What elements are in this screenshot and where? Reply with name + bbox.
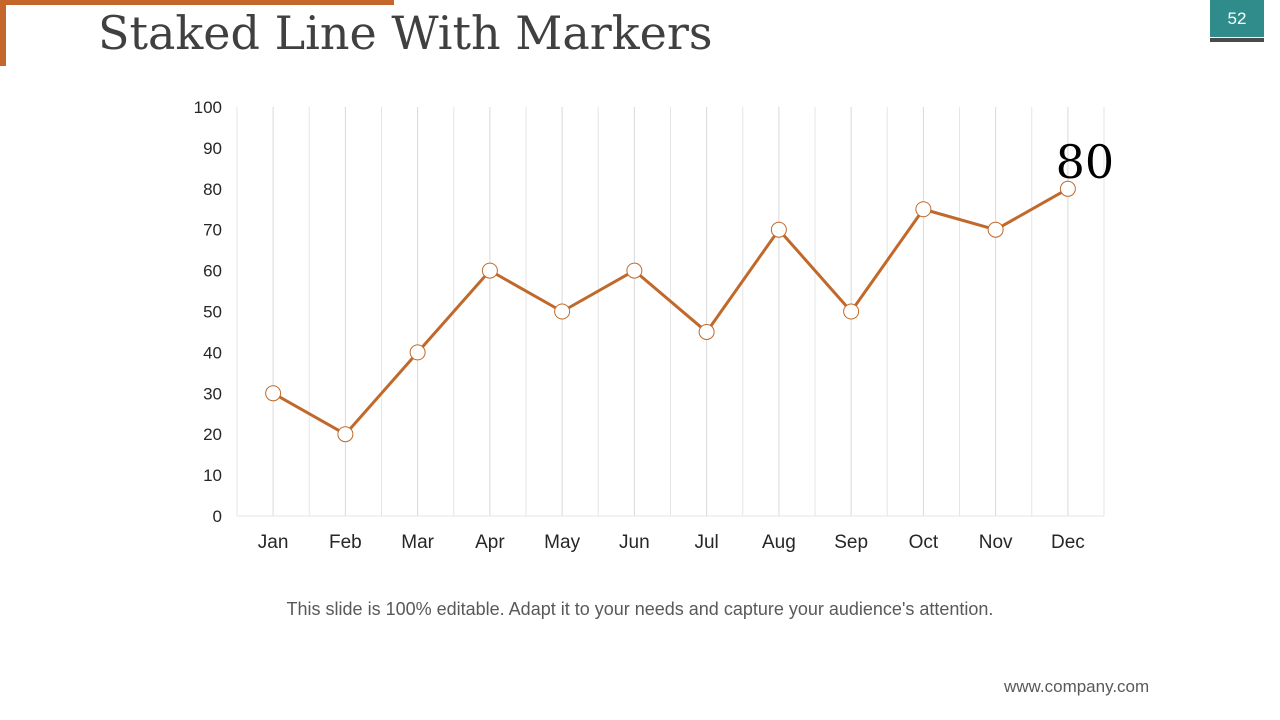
data-point-marker <box>987 221 1004 238</box>
data-point-marker <box>1059 180 1076 197</box>
data-point-marker <box>626 262 643 279</box>
data-point-marker <box>409 344 426 361</box>
data-point-marker <box>337 426 354 443</box>
y-tick-label: 20 <box>203 425 222 444</box>
data-point-marker <box>843 303 860 320</box>
x-tick-label: Nov <box>979 532 1013 553</box>
y-tick-label: 40 <box>203 343 222 362</box>
data-point-marker <box>554 303 571 320</box>
x-tick-label: Dec <box>1051 532 1085 553</box>
x-tick-label: Apr <box>475 532 505 553</box>
x-tick-label: Mar <box>401 532 434 553</box>
series-line <box>272 187 1069 436</box>
y-tick-label: 90 <box>203 139 222 158</box>
data-point-marker <box>265 385 282 402</box>
y-tick-label: 10 <box>203 466 222 485</box>
y-tick-label: 50 <box>203 303 222 322</box>
y-tick-label: 100 <box>194 98 222 117</box>
x-tick-label: Jul <box>694 532 718 553</box>
slide-title: Staked Line With Markers <box>98 6 713 60</box>
line-chart: 0 10 20 30 40 50 60 70 80 90 100 Jan Feb Mar Apr May Jun… <box>194 98 1115 553</box>
x-tick-label: Feb <box>329 532 362 553</box>
data-point-marker <box>915 201 932 218</box>
x-tick-label: May <box>544 532 580 553</box>
title-accent-stripe <box>0 0 6 66</box>
x-tick-label: Sep <box>834 532 868 553</box>
slide-caption: This slide is 100% editable. Adapt it to… <box>286 599 994 619</box>
y-tick-label: 80 <box>203 180 222 199</box>
data-point-marker <box>770 221 787 238</box>
y-tick-label: 30 <box>203 384 222 403</box>
y-tick-label: 60 <box>203 262 222 281</box>
page-number-badge: 52 <box>1210 0 1264 37</box>
title-accent-bar <box>0 0 394 5</box>
y-tick-label: 70 <box>203 221 222 240</box>
data-point-marker <box>481 262 498 279</box>
footer-url: www.company.com <box>1004 677 1150 696</box>
data-annotation: 80 <box>1056 135 1115 189</box>
page-number-underline <box>1210 38 1264 42</box>
x-tick-label: Aug <box>762 532 796 553</box>
x-tick-label: Jan <box>258 532 289 553</box>
x-tick-label: Jun <box>619 532 650 553</box>
y-tick-label: 0 <box>213 507 222 526</box>
x-tick-label: Oct <box>909 532 939 553</box>
data-point-marker <box>698 323 715 340</box>
